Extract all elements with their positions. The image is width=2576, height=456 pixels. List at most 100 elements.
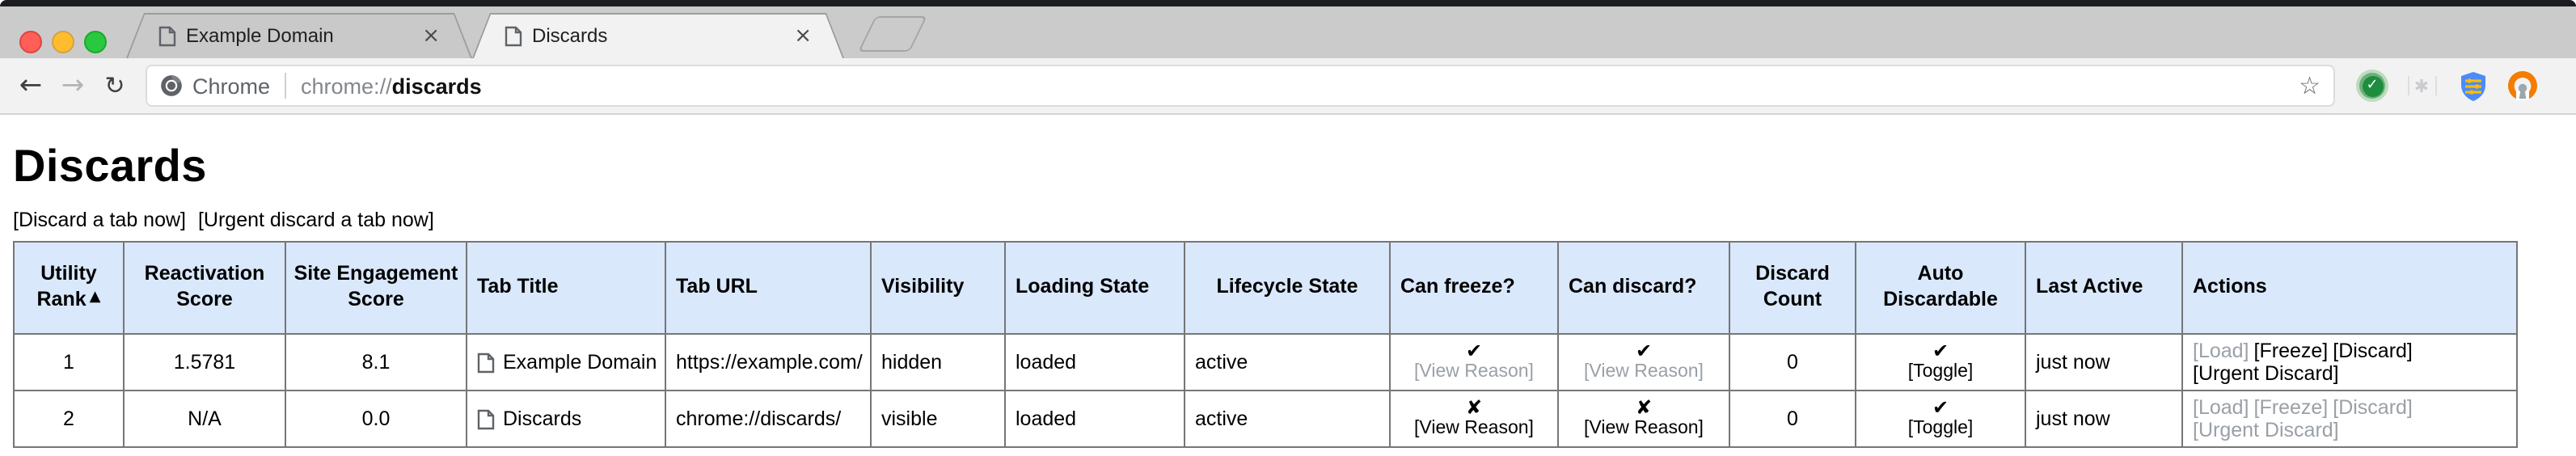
cell-can-discard: ✔ [View Reason] xyxy=(1557,333,1730,391)
action-discard[interactable]: [Discard] xyxy=(2333,340,2413,362)
reload-icon[interactable]: ↻ xyxy=(104,70,125,99)
extension-adblock-icon[interactable]: ✓ xyxy=(2356,70,2388,102)
col-header-site-engagement-score[interactable]: Site Engagement Score xyxy=(285,241,467,335)
cell-reactivation-score: N/A xyxy=(123,390,286,448)
check-mark-icon: ✔ xyxy=(1635,339,1653,362)
url-host: discards xyxy=(391,74,482,98)
tab-strip: Example Domain × Discards × xyxy=(0,6,2576,58)
extension-disabled-icon[interactable]: ✱ xyxy=(2406,70,2439,102)
cell-site-engagement-score: 0.0 xyxy=(285,390,467,448)
cell-tab-title: Discards xyxy=(466,390,666,448)
col-header-can-freeze[interactable]: Can freeze? xyxy=(1389,241,1559,335)
col-header-label: Can freeze? xyxy=(1400,275,1515,298)
minimize-window-button[interactable] xyxy=(52,31,74,53)
table-row: 1 1.5781 8.1 Example Domain https://example.… xyxy=(13,333,2518,391)
tab-background xyxy=(128,15,471,58)
omnibox-divider xyxy=(285,73,287,99)
col-header-label: Reactivation Score xyxy=(144,262,265,310)
toggle-link[interactable]: [Toggle] xyxy=(1907,418,1974,438)
view-reason-link[interactable]: [View Reason] xyxy=(1584,418,1704,438)
col-header-visibility[interactable]: Visibility xyxy=(870,241,1006,335)
col-header-label: Site Engagement Score xyxy=(293,262,458,310)
cross-mark-icon: ✘ xyxy=(1635,395,1653,419)
cell-can-freeze: ✘ [View Reason] xyxy=(1389,390,1559,448)
col-header-discard-count[interactable]: Discard Count xyxy=(1729,241,1856,335)
discard-action-links: [Discard a tab now] [Urgent discard a ta… xyxy=(13,209,2576,231)
new-tab-button[interactable] xyxy=(858,16,927,52)
action-freeze: [Freeze] xyxy=(2253,396,2329,419)
cell-visibility: visible xyxy=(870,390,1006,448)
url-scheme: chrome:// xyxy=(301,74,392,98)
tab-example-domain[interactable]: Example Domain × xyxy=(126,13,472,58)
col-header-can-discard[interactable]: Can discard? xyxy=(1557,241,1730,335)
col-header-tab-title[interactable]: Tab Title xyxy=(466,241,666,335)
cell-auto-discardable: ✔ [Toggle] xyxy=(1855,390,2026,448)
table-row: 2 N/A 0.0 Discards chrome://discards/visible… xyxy=(13,390,2518,448)
col-header-auto-discardable[interactable]: Auto Discardable xyxy=(1855,241,2026,335)
cell-utility-rank: 2 xyxy=(13,390,125,448)
action-urgent-discard[interactable]: [Urgent Discard] xyxy=(2193,362,2339,385)
col-header-actions[interactable]: Actions xyxy=(2181,241,2518,335)
extension-vpn-keyhole-icon[interactable] xyxy=(2506,70,2539,102)
omnibox-site-label: Chrome xyxy=(192,74,271,98)
urgent-discard-tab-now-link[interactable]: [Urgent discard a tab now] xyxy=(197,209,434,231)
col-header-label: Utility Rank xyxy=(36,262,97,310)
cell-last-active: just now xyxy=(2025,390,2183,448)
tab-close-icon[interactable]: × xyxy=(422,23,440,48)
zoom-window-button[interactable] xyxy=(84,31,107,53)
bookmark-star-icon[interactable]: ☆ xyxy=(2299,70,2321,99)
action-load: [Load] xyxy=(2193,396,2249,419)
tab-background xyxy=(474,15,842,58)
back-icon[interactable]: ← xyxy=(19,69,43,101)
cross-mark-icon: ✘ xyxy=(1465,395,1483,419)
cell-actions: [Load] [Freeze] [Discard][Urgent Discard] xyxy=(2181,333,2518,391)
view-reason-link[interactable]: [View Reason] xyxy=(1414,418,1534,438)
page-favicon-icon xyxy=(505,25,522,46)
check-mark-icon: ✔ xyxy=(1932,395,1949,419)
cell-reactivation-score: 1.5781 xyxy=(123,333,286,391)
col-header-label: Discard Count xyxy=(1755,262,1830,310)
col-header-tab-url[interactable]: Tab URL xyxy=(665,241,872,335)
page-favicon-icon xyxy=(158,25,176,46)
view-reason-link: [View Reason] xyxy=(1584,361,1704,382)
col-header-label: Visibility xyxy=(881,275,965,298)
omnibox[interactable]: Chrome chrome:// discards ☆ xyxy=(146,65,2335,107)
tab-title: Discards xyxy=(532,24,608,47)
discard-tab-now-link[interactable]: [Discard a tab now] xyxy=(13,209,186,231)
tab-title-text: Example Domain xyxy=(503,351,657,374)
col-header-loading-state[interactable]: Loading State xyxy=(1004,241,1185,335)
tab-title: Example Domain xyxy=(186,24,334,47)
check-mark-icon: ✔ xyxy=(1465,339,1483,362)
cell-discard-count: 0 xyxy=(1729,390,1856,448)
action-urgent-discard: [Urgent Discard] xyxy=(2193,419,2339,441)
tab-close-icon[interactable]: × xyxy=(794,23,812,48)
cell-loading-state: loaded xyxy=(1004,390,1185,448)
sort-ascending-icon: ▲ xyxy=(89,289,101,306)
col-header-last-active[interactable]: Last Active xyxy=(2025,241,2183,335)
cell-lifecycle-state: active xyxy=(1184,333,1391,391)
close-window-button[interactable] xyxy=(19,31,42,53)
cell-last-active: just now xyxy=(2025,333,2183,391)
col-header-label: Tab URL xyxy=(676,275,758,298)
cell-tab-url: chrome://discards/ xyxy=(665,390,872,448)
cell-discard-count: 0 xyxy=(1729,333,1856,391)
action-freeze[interactable]: [Freeze] xyxy=(2253,340,2329,362)
view-reason-link: [View Reason] xyxy=(1414,361,1534,382)
cell-tab-url: https://example.com/ xyxy=(665,333,872,391)
page-content: Discards [Discard a tab now] [Urgent dis… xyxy=(0,115,2576,456)
cell-can-discard: ✘ [View Reason] xyxy=(1557,390,1730,448)
col-header-reactivation-score[interactable]: Reactivation Score xyxy=(123,241,286,335)
cell-loading-state: loaded xyxy=(1004,333,1185,391)
col-header-utility-rank[interactable]: Utility Rank ▲ xyxy=(13,241,125,335)
extension-tray: ✓ ✱ xyxy=(2356,70,2539,102)
toggle-link[interactable]: [Toggle] xyxy=(1907,361,1974,382)
col-header-label: Tab Title xyxy=(477,275,559,298)
tab-discards[interactable]: Discards × xyxy=(472,13,844,58)
action-discard: [Discard] xyxy=(2333,396,2413,419)
col-header-label: Loading State xyxy=(1016,275,1150,298)
extension-privacy-shield-icon[interactable] xyxy=(2456,70,2489,102)
cell-auto-discardable: ✔ [Toggle] xyxy=(1855,333,2026,391)
col-header-lifecycle-state[interactable]: Lifecycle State xyxy=(1184,241,1391,335)
cell-tab-title: Example Domain xyxy=(466,333,666,391)
